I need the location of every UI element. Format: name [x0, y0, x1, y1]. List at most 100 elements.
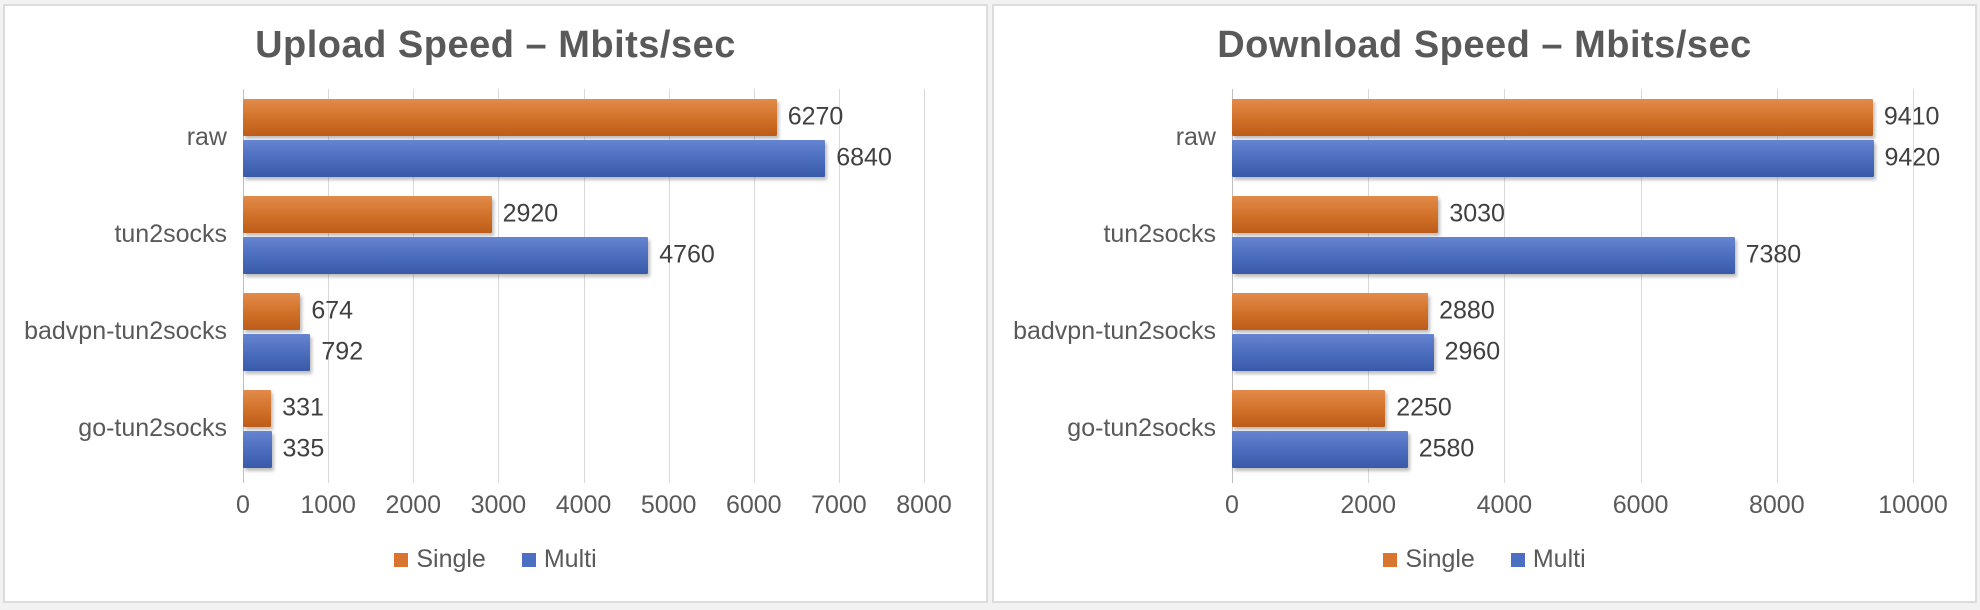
- bar-single: [1232, 389, 1386, 427]
- category-row: go-tun2socks 331 335: [78, 380, 924, 477]
- category-label: tun2socks: [1103, 220, 1216, 248]
- bar-group: 674 792: [243, 283, 924, 380]
- gridline: [413, 89, 415, 483]
- x-tick-label: 4000: [555, 491, 612, 519]
- chart-title: Upload Speed – Mbits/sec: [255, 24, 736, 66]
- gridline: [1776, 89, 1778, 483]
- plot-area: raw 6270 6840 tun2socks 2920 4760 badvpn-tun2s…: [24, 89, 925, 483]
- download-speed-chart-panel: Download Speed – Mbits/sec raw 9410 9420 tu…: [992, 4, 1977, 603]
- x-axis: 0 1000 2000 3000 4000 5000 6000 7000 8000: [236, 491, 952, 523]
- category-row: badvpn-tun2socks 2880 2960: [1013, 283, 1913, 380]
- bar-multi: [243, 139, 826, 177]
- legend-item-single: Single: [394, 545, 486, 574]
- bar-group: 331 335: [243, 380, 924, 477]
- bar-multi: [243, 333, 311, 371]
- x-tick-label: 0: [236, 491, 250, 519]
- x-tick-label: 6000: [1612, 491, 1669, 519]
- category-label: tun2socks: [114, 220, 227, 248]
- legend-item-single: Single: [1383, 545, 1475, 574]
- bar-value-label: 7380: [1745, 240, 1802, 269]
- category-label: badvpn-tun2socks: [24, 317, 227, 345]
- legend-swatch-multi: [1510, 552, 1525, 567]
- category-row: tun2socks 2920 4760: [114, 186, 924, 283]
- bar-track-multi: 6840: [243, 139, 924, 177]
- category-row: raw 6270 6840: [187, 89, 924, 186]
- upload-speed-chart-panel: Upload Speed – Mbits/sec raw 6270 6840 tun2…: [3, 4, 988, 603]
- bar-track-single: 2250: [1232, 389, 1913, 427]
- category-row: tun2socks 3030 7380: [1103, 186, 1913, 283]
- bar-group: 2920 4760: [243, 186, 924, 283]
- bar-track-single: 2880: [1232, 292, 1913, 330]
- bar-multi: [243, 236, 649, 274]
- bar-rows: raw 6270 6840 tun2socks 2920 4760 badvpn-tun2s…: [24, 89, 924, 477]
- gridline: [1368, 89, 1370, 483]
- chart-legend: Single Multi: [994, 545, 1975, 574]
- bar-track-multi: 792: [243, 333, 924, 371]
- bar-value-label: 2960: [1444, 337, 1501, 366]
- gridline: [838, 89, 840, 483]
- bar-value-label: 6840: [836, 143, 892, 172]
- gridline: [1640, 89, 1642, 483]
- gridlines: [1232, 89, 1914, 483]
- bar-single: [243, 389, 272, 427]
- bar-track-single: 6270: [243, 98, 924, 136]
- bar-multi: [1232, 139, 1874, 177]
- bar-value-label: 792: [321, 337, 364, 366]
- bar-track-multi: 335: [243, 430, 924, 468]
- chart-legend: Single Multi: [5, 545, 986, 574]
- category-row: go-tun2socks 2250 2580: [1067, 380, 1913, 477]
- bar-track-single: 3030: [1232, 195, 1913, 233]
- bar-group: 3030 7380: [1232, 186, 1913, 283]
- axis-baseline: [1232, 89, 1233, 483]
- legend-label-single: Single: [416, 545, 486, 573]
- bar-multi: [1232, 430, 1408, 468]
- bar-value-label: 9420: [1884, 143, 1941, 172]
- bar-single: [1232, 195, 1439, 233]
- bar-value-label: 2920: [502, 199, 559, 228]
- bar-value-label: 3030: [1449, 199, 1505, 228]
- bar-track-multi: 4760: [243, 236, 924, 274]
- bar-track-multi: 9420: [1232, 139, 1940, 177]
- bar-track-multi: 7380: [1232, 236, 1913, 274]
- x-tick-label: 5000: [640, 491, 697, 519]
- bar-track-single: 2920: [243, 195, 924, 233]
- x-axis: 0 2000 4000 6000 8000 10000: [1225, 491, 1948, 523]
- bar-rows: raw 9410 9420 tun2socks 3030 7380 badvpn-tun2s…: [1013, 89, 1940, 477]
- gridline: [924, 89, 925, 483]
- bar-track-multi: 2960: [1232, 333, 1913, 371]
- legend-item-multi: Multi: [521, 545, 597, 574]
- gridlines: [243, 89, 925, 483]
- plot-area: raw 9410 9420 tun2socks 3030 7380 badvpn-tun2s…: [1013, 89, 1940, 483]
- bar-single: [243, 195, 492, 233]
- bar-value-label: 9410: [1883, 102, 1940, 131]
- gridline: [1504, 89, 1506, 483]
- category-row: badvpn-tun2socks 674 792: [24, 283, 924, 380]
- bar-value-label: 6270: [787, 102, 844, 131]
- legend-label-single: Single: [1405, 545, 1475, 573]
- category-label: raw: [186, 123, 227, 151]
- legend-swatch-single: [1383, 552, 1398, 567]
- dual-chart-page: Upload Speed – Mbits/sec raw 6270 6840 tun2…: [3, 4, 1977, 603]
- gridline: [1913, 89, 1914, 483]
- bar-value-label: 2580: [1418, 434, 1475, 463]
- bar-multi: [243, 430, 272, 468]
- x-tick-label: 0: [1225, 491, 1239, 519]
- x-tick-label: 7000: [811, 491, 867, 519]
- bar-group: 9410 9420: [1232, 89, 1940, 186]
- category-label: go-tun2socks: [78, 414, 227, 442]
- x-tick-label: 8000: [896, 491, 952, 519]
- category-label: raw: [1175, 123, 1216, 151]
- bar-single: [243, 98, 777, 136]
- bar-track-single: 674: [243, 292, 924, 330]
- bar-single: [1232, 292, 1429, 330]
- x-tick-label: 4000: [1476, 491, 1533, 519]
- legend-label-multi: Multi: [1532, 545, 1586, 573]
- bar-group: 2880 2960: [1232, 283, 1913, 380]
- bar-track-multi: 2580: [1232, 430, 1913, 468]
- legend-label-multi: Multi: [543, 545, 597, 573]
- bar-value-label: 335: [282, 434, 325, 463]
- bar-value-label: 4760: [659, 240, 715, 269]
- legend-item-multi: Multi: [1510, 545, 1586, 574]
- category-row: raw 9410 9420: [1176, 89, 1940, 186]
- category-label: go-tun2socks: [1067, 414, 1216, 442]
